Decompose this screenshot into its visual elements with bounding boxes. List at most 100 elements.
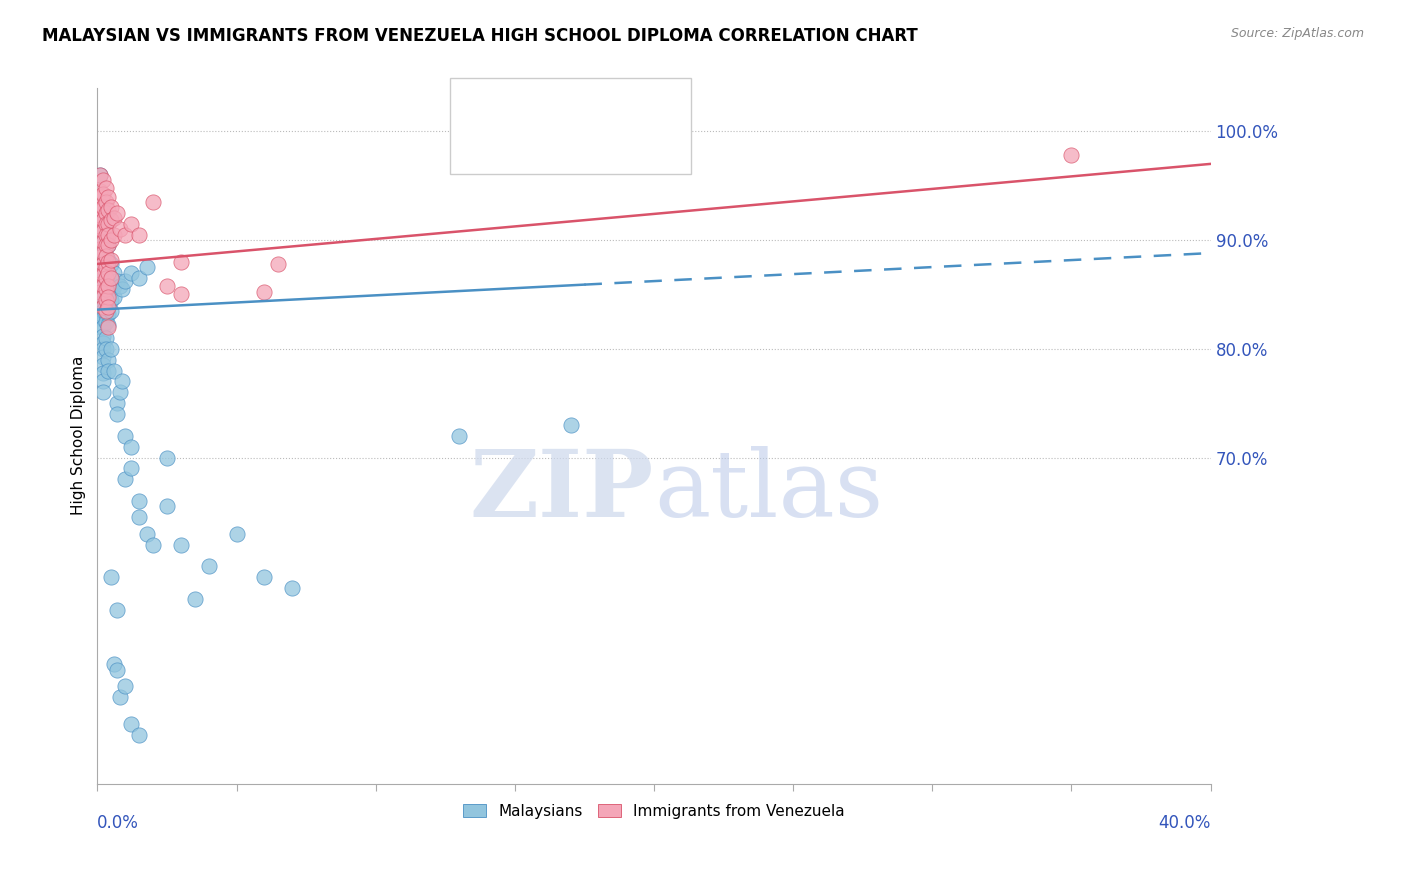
Point <box>97 298 120 312</box>
Point <box>90 189 112 203</box>
Point <box>97 238 120 252</box>
Point <box>89 285 111 300</box>
Point <box>100 213 122 227</box>
Point <box>100 233 122 247</box>
Point <box>89 213 111 227</box>
Text: 40.0%: 40.0% <box>1159 814 1211 832</box>
Point <box>97 266 120 280</box>
Point <box>89 222 111 236</box>
Point <box>111 375 134 389</box>
Point <box>94 257 117 271</box>
Point <box>94 315 117 329</box>
Point <box>89 224 111 238</box>
Point <box>97 318 120 332</box>
Point <box>170 287 193 301</box>
Point <box>89 168 111 182</box>
Point <box>105 274 128 288</box>
Point <box>108 690 131 704</box>
Point <box>449 429 471 443</box>
Point <box>114 274 136 288</box>
Point <box>114 679 136 693</box>
Point <box>136 526 159 541</box>
Point <box>97 189 120 203</box>
Point <box>87 222 110 236</box>
Point <box>89 277 111 291</box>
Point <box>89 233 111 247</box>
Point <box>97 238 120 252</box>
Point <box>97 287 120 301</box>
Point <box>94 331 117 345</box>
Point <box>170 254 193 268</box>
Point <box>91 246 114 260</box>
Point <box>136 260 159 275</box>
Legend: Malaysians, Immigrants from Venezuela: Malaysians, Immigrants from Venezuela <box>457 797 851 825</box>
Point <box>90 282 112 296</box>
Point <box>89 211 111 226</box>
Point <box>97 252 120 267</box>
Point <box>87 233 110 247</box>
Point <box>97 266 120 280</box>
Point <box>97 289 120 303</box>
Point <box>94 249 117 263</box>
Text: MALAYSIAN VS IMMIGRANTS FROM VENEZUELA HIGH SCHOOL DIPLOMA CORRELATION CHART: MALAYSIAN VS IMMIGRANTS FROM VENEZUELA H… <box>42 27 918 45</box>
Point <box>91 278 114 293</box>
Point <box>100 252 122 267</box>
Point <box>103 657 125 672</box>
Point <box>91 336 114 351</box>
Point <box>94 181 117 195</box>
Point <box>94 274 117 288</box>
Point <box>128 494 150 508</box>
Point <box>89 311 111 326</box>
Point <box>94 238 117 252</box>
Point <box>91 249 114 263</box>
Point <box>89 259 111 273</box>
Point <box>91 287 114 301</box>
Text: atlas: atlas <box>654 447 883 536</box>
Point <box>105 396 128 410</box>
Point <box>94 217 117 231</box>
Point <box>560 417 582 432</box>
Point <box>114 472 136 486</box>
Point <box>97 278 120 293</box>
Point <box>91 268 114 282</box>
Point <box>94 307 117 321</box>
Point <box>89 266 111 280</box>
Point <box>108 222 131 236</box>
Point <box>97 307 120 321</box>
Point <box>91 224 114 238</box>
Point <box>89 217 111 231</box>
Point <box>225 526 247 541</box>
Point <box>105 206 128 220</box>
Point <box>89 268 111 282</box>
Point <box>89 320 111 334</box>
Point <box>90 298 112 312</box>
Point <box>94 194 117 209</box>
Point <box>120 217 142 231</box>
Text: 0.0%: 0.0% <box>97 814 139 832</box>
Point <box>120 266 142 280</box>
Point <box>91 295 114 310</box>
Point <box>97 320 120 334</box>
Point <box>89 274 111 288</box>
Point <box>91 311 114 326</box>
Point <box>91 328 114 343</box>
Point <box>89 280 111 294</box>
Point <box>89 254 111 268</box>
Point <box>91 233 114 247</box>
Text: Source: ZipAtlas.com: Source: ZipAtlas.com <box>1230 27 1364 40</box>
Point <box>91 235 114 250</box>
Point <box>128 227 150 242</box>
Point <box>91 366 114 380</box>
Point <box>142 194 165 209</box>
Point <box>105 407 128 421</box>
Point <box>89 168 111 182</box>
Point <box>142 537 165 551</box>
Point <box>105 663 128 677</box>
Point <box>103 266 125 280</box>
Point <box>100 271 122 285</box>
Point <box>94 277 117 291</box>
Point <box>94 289 117 303</box>
Point <box>94 342 117 356</box>
Point <box>91 273 114 287</box>
Point <box>91 375 114 389</box>
